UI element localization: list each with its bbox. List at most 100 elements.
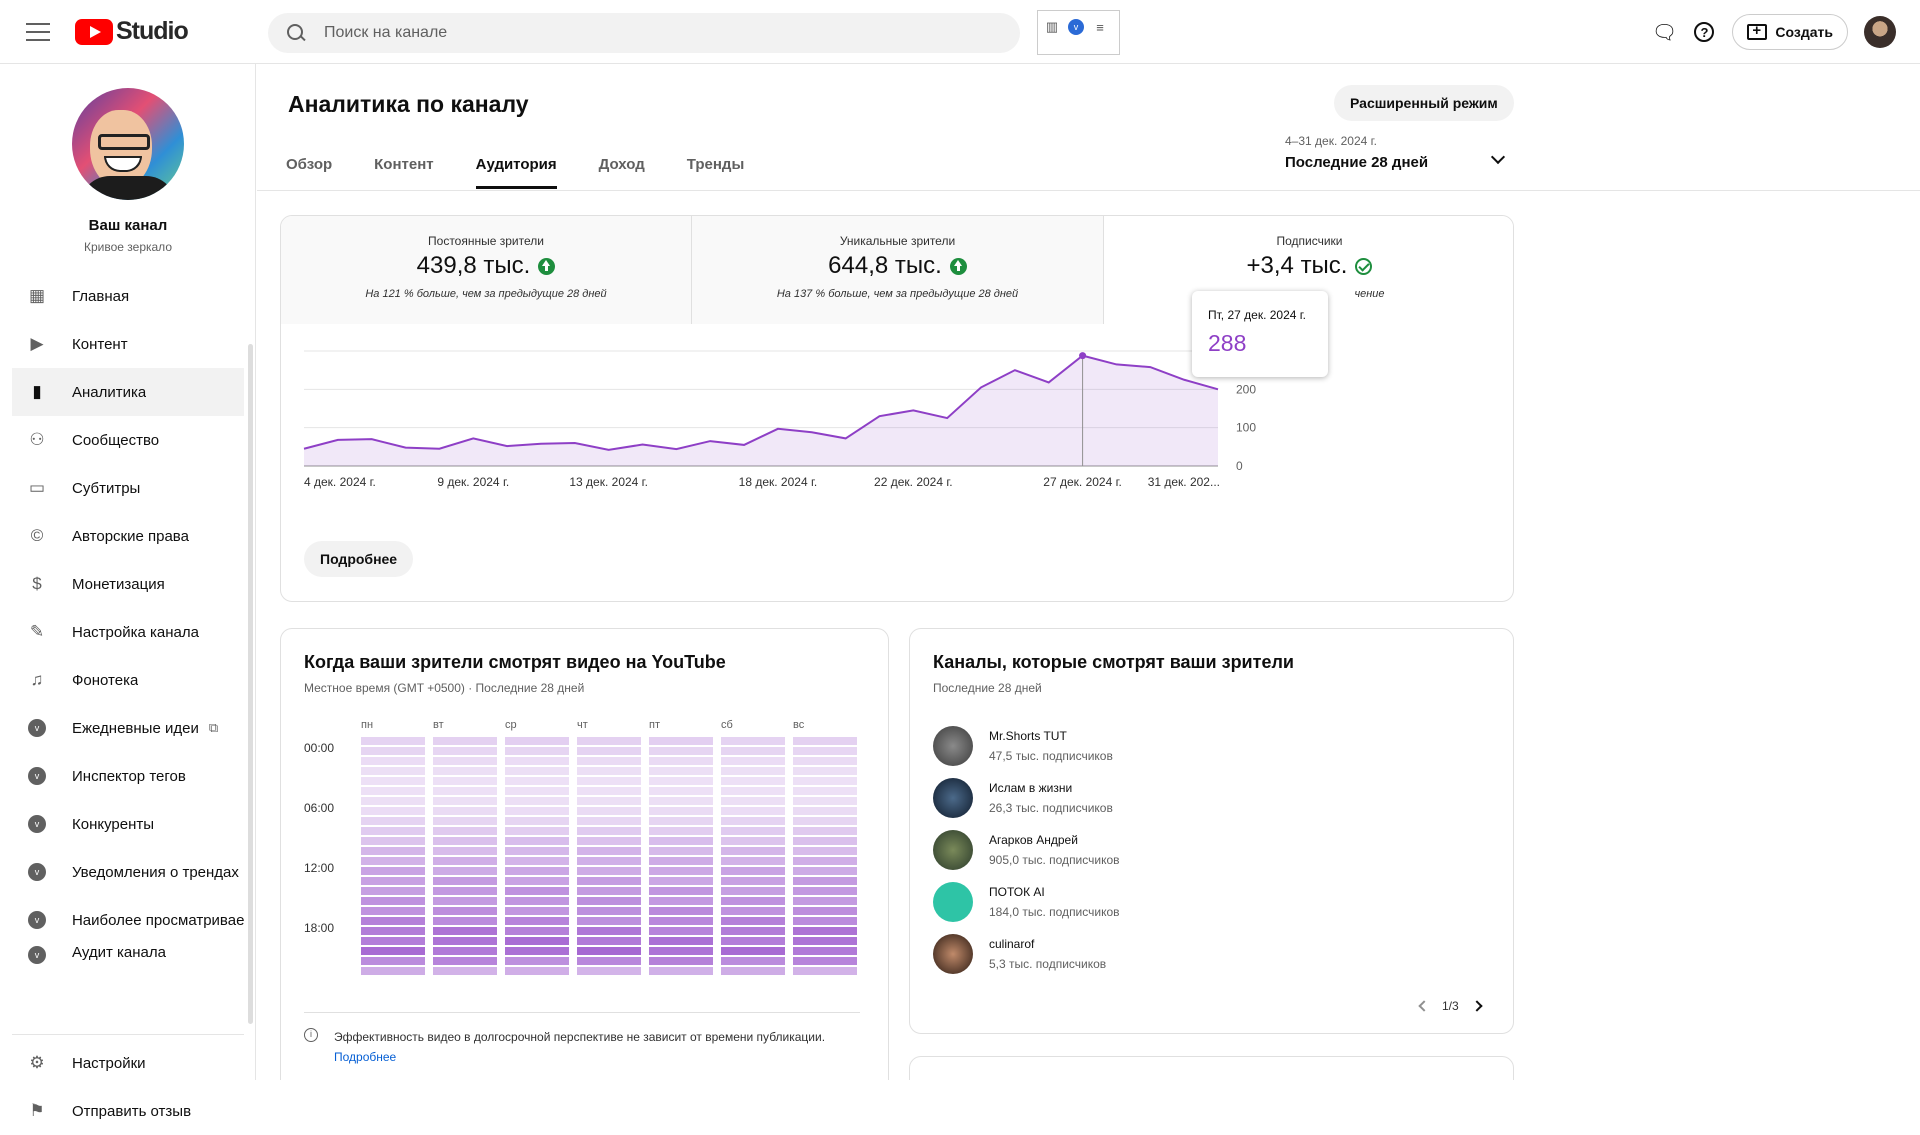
sidebar-item-3[interactable]: ⚇ Сообщество: [12, 416, 244, 464]
tab-4[interactable]: Тренды: [686, 156, 745, 173]
channel-list-item[interactable]: Ислам в жизни 26,3 тыс. подписчиков: [933, 776, 1113, 820]
chevron-left-icon[interactable]: [1418, 1000, 1430, 1012]
heatmap-subtitle: Местное время (GMT +0500) · Последние 28…: [304, 681, 585, 695]
heatmap-cell: [505, 917, 569, 925]
heatmap-cell: [577, 837, 641, 845]
sidebar-item-2[interactable]: ▮ Аналитика: [12, 368, 244, 416]
bar-chart-extension-icon[interactable]: ▥: [1045, 19, 1059, 34]
tab-2[interactable]: Аудитория: [475, 156, 578, 189]
y-tick-label: 200: [1236, 382, 1256, 396]
sidebar-item-13[interactable]: v Наиболее просматривае: [12, 896, 244, 944]
heatmap-cell: [505, 777, 569, 785]
chevron-down-icon[interactable]: [1490, 149, 1506, 165]
audio-library-icon: ♫: [30, 670, 44, 689]
channel-list-item[interactable]: Агарков Андрей 905,0 тыс. подписчиков: [933, 828, 1120, 872]
tab-3[interactable]: Доход: [598, 156, 645, 173]
heatmap-cell: [505, 747, 569, 755]
heatmap-cell: [577, 887, 641, 895]
channel-list-item[interactable]: culinarof 5,3 тыс. подписчиков: [933, 932, 1106, 976]
more-details-button[interactable]: Подробнее: [304, 541, 414, 577]
heatmap-cell: [721, 747, 785, 755]
heatmap-cell: [361, 867, 425, 875]
heatmap-learn-more-link[interactable]: Подробнее: [334, 1050, 397, 1064]
heatmap-cell: [577, 847, 641, 855]
content-icon: ▶: [30, 334, 44, 353]
heatmap-cell: [577, 857, 641, 865]
sidebar-item-11[interactable]: v Конкуренты: [12, 800, 244, 848]
search-bar[interactable]: Поиск на канале: [268, 13, 1020, 53]
heatmap-cell: [505, 757, 569, 765]
help-icon[interactable]: ?: [1684, 12, 1724, 52]
heatmap-cell: [361, 917, 425, 925]
heatmap-cell: [721, 907, 785, 915]
vidiq-icon: v: [26, 717, 48, 739]
heatmap-cell: [505, 927, 569, 935]
tab-1[interactable]: Контент: [374, 156, 434, 173]
tab-0[interactable]: Обзор: [286, 156, 333, 173]
sidebar-item-6[interactable]: $ Монетизация: [12, 560, 244, 608]
chevron-right-icon[interactable]: [1471, 1000, 1483, 1012]
sidebar-item-10[interactable]: v Инспектор тегов: [12, 752, 244, 800]
heatmap-cell: [649, 887, 713, 895]
sidebar-bottom-item-0[interactable]: ⚙ Настройки: [12, 1039, 244, 1087]
heatmap-cell: [649, 907, 713, 915]
heatmap-cell: [433, 927, 497, 935]
sidebar-scrollbar[interactable]: [248, 344, 253, 1024]
studio-logo[interactable]: Studio: [75, 17, 189, 46]
create-button[interactable]: Создать: [1732, 14, 1848, 50]
heatmap-cell: [793, 947, 857, 955]
heatmap-cell: [505, 817, 569, 825]
heatmap-cell: [793, 967, 857, 975]
heatmap-cell: [793, 857, 857, 865]
messages-icon[interactable]: 🗨: [1651, 21, 1678, 44]
heatmap-cell: [721, 807, 785, 815]
heatmap-cell: [433, 897, 497, 905]
heatmap-cell: [649, 947, 713, 955]
heatmap-cell: [577, 747, 641, 755]
heatmap-cell: [361, 937, 425, 945]
sidebar-item-1[interactable]: ▶ Контент: [12, 320, 244, 368]
kpi-unique-viewers[interactable]: Уникальные зрители 644,8 тыс. На 137 % б…: [692, 216, 1104, 324]
sidebar-item-0[interactable]: ▦ Главная: [12, 272, 244, 320]
x-tick-label: 27 дек. 2024 г.: [1043, 475, 1122, 489]
sidebar-item-9[interactable]: v Ежедневные идеи ⧉: [12, 704, 244, 752]
heatmap-cell: [793, 867, 857, 875]
heatmap-cell: [793, 777, 857, 785]
customization-icon: ✎: [29, 622, 45, 641]
subscribers-line-chart[interactable]: 01002003004 дек. 2024 г.9 дек. 2024 г.13…: [281, 346, 1514, 546]
list-extension-icon[interactable]: ≡: [1096, 19, 1104, 35]
sidebar-item-4[interactable]: ▭ Субтитры: [12, 464, 244, 512]
heatmap-cell: [649, 967, 713, 975]
heatmap-cell: [721, 857, 785, 865]
heatmap-cell: [361, 807, 425, 815]
search-input[interactable]: Поиск на канале: [324, 24, 448, 41]
page-title: Аналитика по каналу: [288, 91, 529, 117]
heatmap-cell: [505, 857, 569, 865]
menu-icon[interactable]: [24, 20, 52, 44]
top-bar: Studio Поиск на канале ▥ v ≡ 🗨 ? Создать: [0, 0, 1920, 64]
heatmap-cell: [433, 767, 497, 775]
heatmap-day-label: вс: [793, 719, 805, 731]
account-avatar[interactable]: [1864, 16, 1896, 48]
sidebar-item-8[interactable]: ♫ Фонотека: [12, 656, 244, 704]
search-icon: [284, 21, 308, 45]
heatmap-grid[interactable]: [281, 729, 889, 989]
sidebar-item-7[interactable]: ✎ Настройка канала: [12, 608, 244, 656]
heatmap-cell: [361, 787, 425, 795]
channel-avatar[interactable]: [72, 88, 184, 200]
sidebar-item-12[interactable]: v Уведомления о трендах: [12, 848, 244, 896]
date-range-picker[interactable]: 4–31 дек. 2024 г. Последние 28 дней: [1285, 134, 1429, 171]
sidebar-item-14[interactable]: v Аудит канала: [12, 944, 244, 968]
watch-time-heatmap-card: Когда ваши зрители смотрят видео на YouT…: [280, 628, 889, 1080]
heatmap-cell: [793, 737, 857, 745]
sidebar-item-5[interactable]: © Авторские права: [12, 512, 244, 560]
channel-list-item[interactable]: ПОТОК AI 184,0 тыс. подписчиков: [933, 880, 1120, 924]
analytics-tabs: Обзор Контент Аудитория Доход Тренды: [286, 156, 786, 189]
sidebar-bottom-item-1[interactable]: ⚑ Отправить отзыв: [12, 1087, 244, 1135]
kpi-returning-viewers[interactable]: Постоянные зрители 439,8 тыс. На 121 % б…: [281, 216, 692, 324]
channel-list-item[interactable]: Mr.Shorts TUT 47,5 тыс. подписчиков: [933, 724, 1113, 768]
heatmap-cell: [649, 917, 713, 925]
heatmap-cell: [793, 757, 857, 765]
advanced-mode-button[interactable]: Расширенный режим: [1334, 85, 1514, 121]
vidiq-extension-icon[interactable]: v: [1068, 19, 1084, 35]
